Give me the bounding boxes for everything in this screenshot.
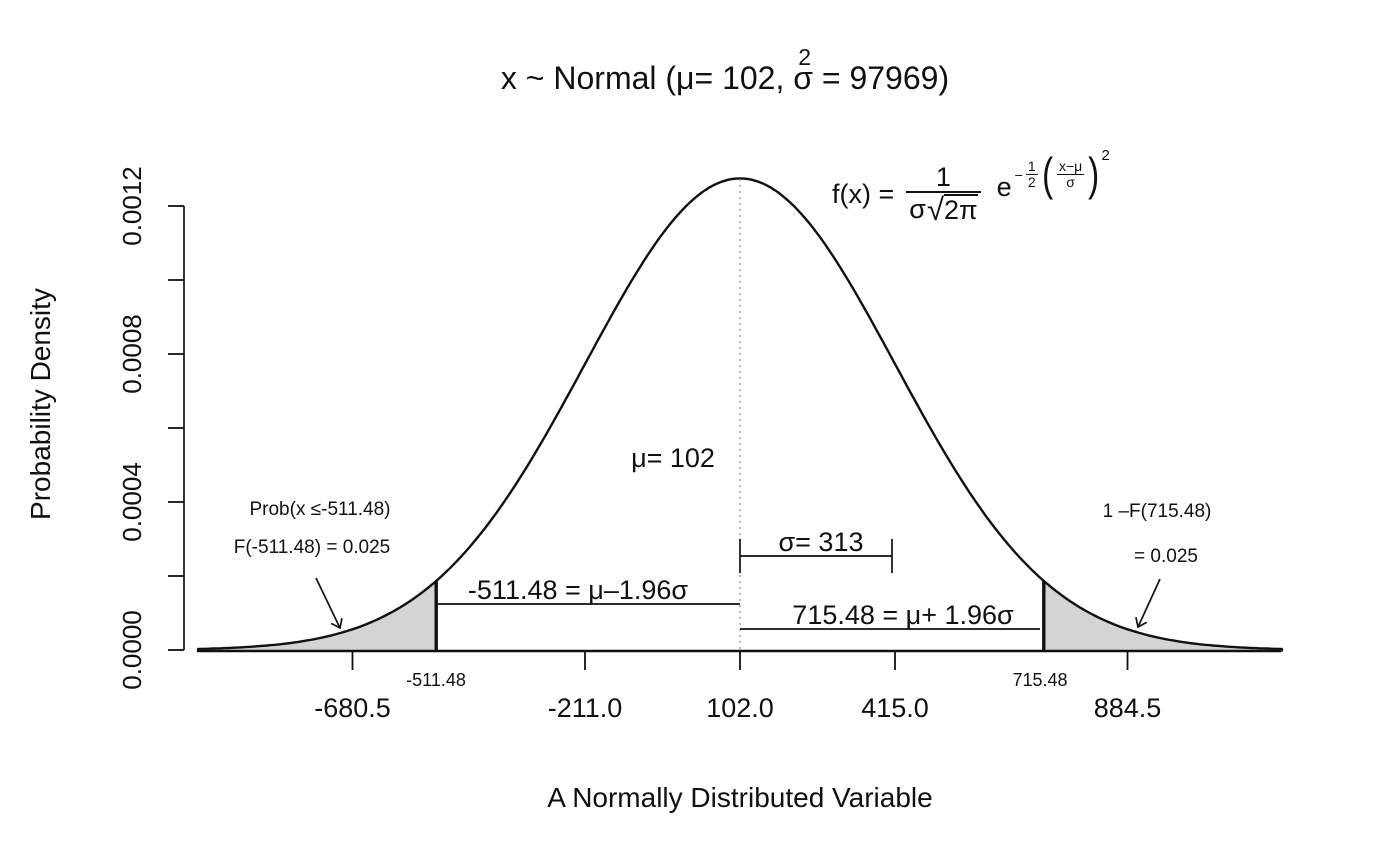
sigma-value-label: σ= 313 (779, 527, 864, 557)
x-tick-label: -211.0 (548, 693, 623, 723)
left-tail-value-label: F(-511.48) = 0.025 (234, 537, 391, 558)
formula-sigma: σ (909, 194, 926, 225)
y-tick-label: 0.0004 (117, 462, 147, 542)
right-tail-prob-label: 1 –F(715.48) (1103, 501, 1212, 522)
exponent-power-2: 2 (1101, 147, 1110, 165)
x-axis-title: A Normally Distributed Variable (547, 782, 932, 813)
sqrt-icon: √ (926, 192, 944, 228)
x-tick-label: -680.5 (314, 693, 391, 723)
upper-critical-equation: 715.48 = μ+ 1.96σ (792, 600, 1014, 630)
lower-critical-equation: -511.48 = μ–1.96σ (468, 575, 688, 605)
y-axis-title: Probability Density (25, 288, 56, 520)
lower-tail-shaded-region (196, 579, 437, 652)
density-curve (197, 177, 1283, 651)
exponent-open-paren: ( (1041, 147, 1053, 200)
formula-numerator: 1 (935, 162, 951, 192)
x-tick-label: 884.5 (1094, 693, 1162, 723)
formula-fraction: 1 σ √ 2π (906, 162, 981, 228)
right-tail-value-label: = 0.025 (1134, 546, 1198, 567)
formula-denominator: σ √ 2π (906, 191, 981, 228)
title-suffix: = 97969) (812, 60, 950, 96)
upper-tail-shaded-region (1043, 579, 1284, 652)
y-tick-label: 0.0000 (117, 610, 147, 690)
left-tail-arrow (315, 577, 343, 630)
y-tick-label: 0.0012 (117, 166, 147, 246)
mean-value-label: μ= 102 (631, 443, 715, 473)
exponent-z-fraction: x−μ σ (1056, 158, 1085, 191)
upper-critical-tick-label: 715.48 (1012, 670, 1067, 690)
x-tick-label: 415.0 (861, 693, 929, 723)
title-superscript-2: 2 (798, 43, 812, 70)
exponent-close-paren: ) (1088, 147, 1100, 200)
axes-layer: -680.5 -211.0 102.0 415.0 884.5 0.0000 0.0004 0… (117, 166, 1281, 723)
title-sigma: σ (793, 60, 813, 96)
right-tail-arrow (1135, 578, 1161, 629)
x-tick-label: 102.0 (706, 693, 774, 723)
left-tail-prob-label: Prob(x ≤-511.48) (249, 499, 390, 520)
exponent-minus: − (1014, 166, 1023, 183)
y-tick-label: 0.0008 (117, 314, 147, 394)
formula-lhs: f(x) = (832, 179, 895, 210)
title-prefix: x ~ Normal (μ= 102, (500, 60, 794, 96)
formula-radicand: 2π (943, 194, 978, 226)
formula-e: e (996, 172, 1012, 203)
shaded-tails-layer (196, 579, 1284, 652)
lower-critical-tick-label: -511.48 (406, 670, 466, 690)
